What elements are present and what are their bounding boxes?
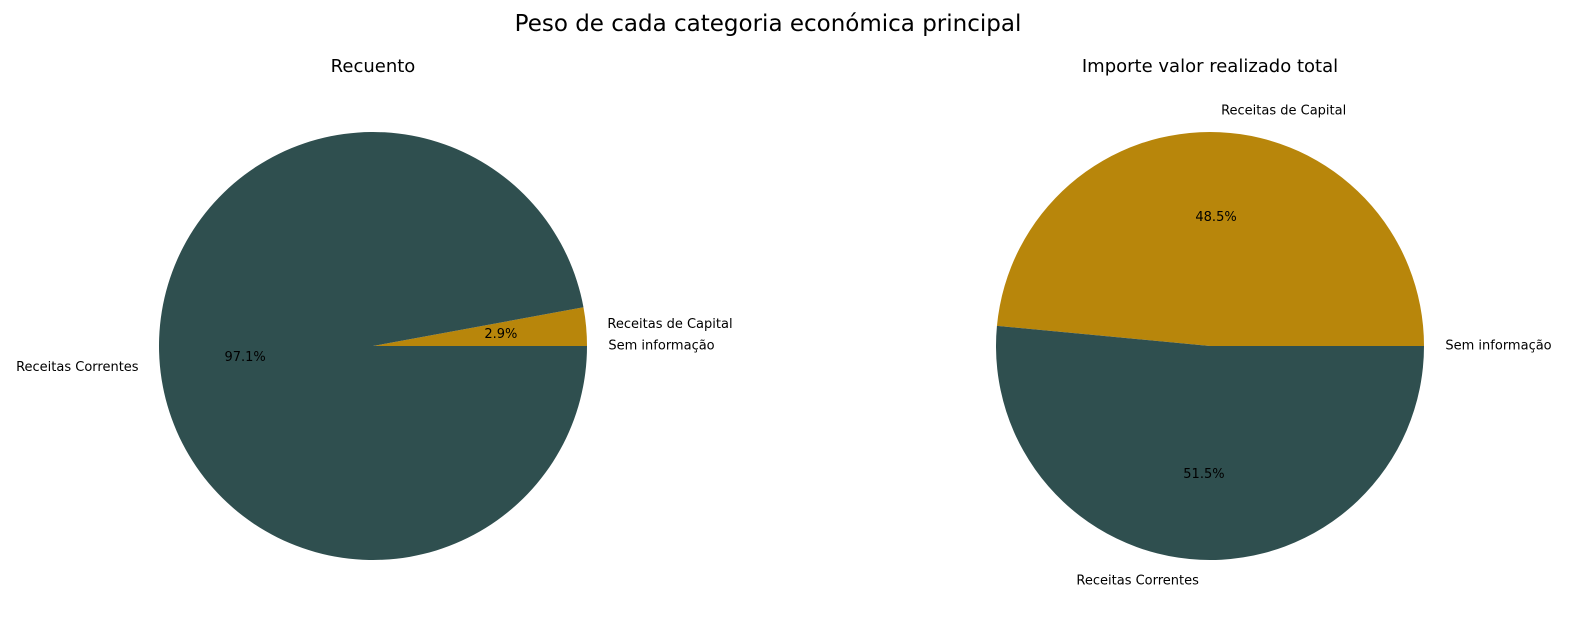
pie-chart-recuento: Recuento Sem informação0.0%Receitas de C… [16,56,733,561]
slice-label-sem-informacao: Sem informação [1445,339,1551,354]
slice-label-receitas-correntes: Receitas Correntes [16,360,139,375]
pie-importe: Sem informação0.0%Receitas de Capital48.… [995,103,1552,589]
pie-slice-receitas-de-capital [373,307,587,346]
slice-pct-receitas-de-capital: 48.5% [1195,210,1236,225]
pie-slice-receitas-correntes [158,132,587,561]
slice-pct-receitas-correntes: 51.5% [1183,467,1224,482]
slice-label-sem-informacao: Sem informação [608,339,714,354]
slice-label-receitas-correntes: Receitas Correntes [1076,574,1199,589]
chart-title-recuento: Recuento [331,56,416,77]
slice-pct-receitas-correntes: 97.1% [224,350,265,365]
pie-recuento: Sem informação0.0%Receitas de Capital2.9… [16,132,733,561]
slice-label-receitas-de-capital: Receitas de Capital [1221,103,1346,118]
pie-slice-receitas-correntes [995,325,1424,561]
pie-chart-importe: Importe valor realizado total Sem inform… [995,56,1552,589]
pie-slice-receitas-de-capital [996,132,1424,346]
figure-title: Peso de cada categoria económica princip… [515,11,1022,37]
chart-title-importe: Importe valor realizado total [1082,56,1338,77]
slice-label-receitas-de-capital: Receitas de Capital [607,317,732,332]
slice-pct-receitas-de-capital: 2.9% [484,327,517,342]
